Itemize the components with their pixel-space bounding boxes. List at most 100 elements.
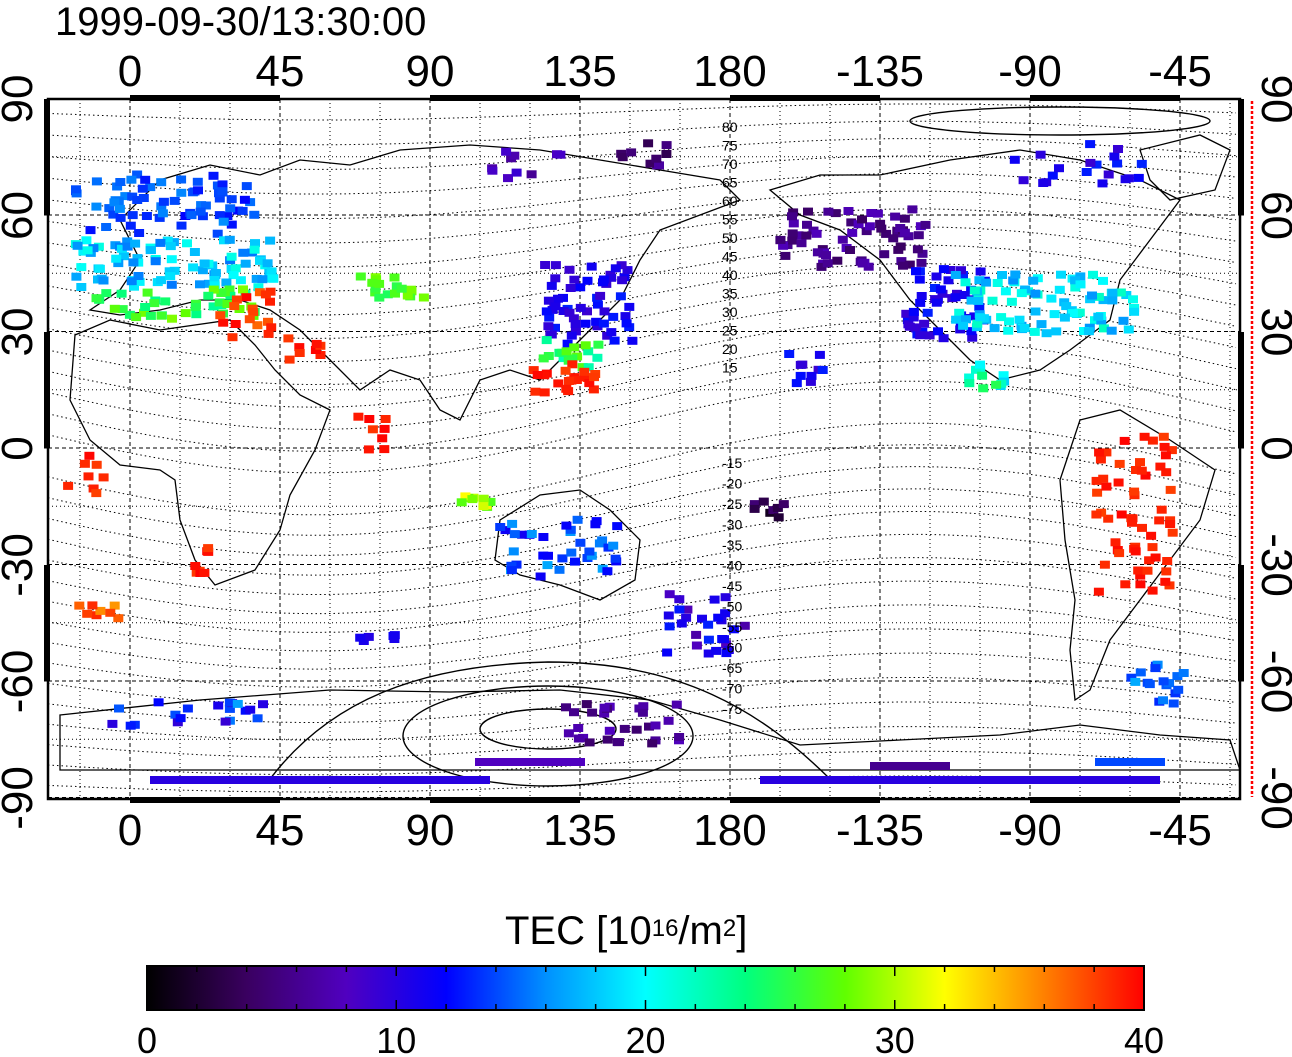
tec-cell	[998, 371, 1009, 380]
tec-cell	[154, 213, 165, 222]
contour-line	[48, 120, 1237, 146]
tec-cell	[126, 277, 137, 286]
tec-cell	[241, 182, 252, 191]
tec-polar-strip	[870, 762, 950, 770]
tec-cell	[935, 285, 946, 294]
tec-cell	[377, 434, 388, 443]
tec-cell	[1009, 155, 1020, 164]
tec-cell	[587, 708, 598, 717]
tec-cell	[517, 530, 528, 539]
tec-cell	[203, 279, 214, 288]
tec-cell	[526, 530, 537, 538]
contour-line	[48, 244, 1237, 316]
tec-cell	[996, 313, 1007, 322]
tec-cell	[1085, 140, 1096, 149]
tec-cell	[997, 271, 1007, 279]
tec-cell	[943, 276, 954, 285]
tec-polar-strip	[1095, 758, 1165, 766]
tec-cell	[606, 273, 617, 282]
tec-cell	[235, 276, 246, 285]
contour-line	[48, 533, 1237, 615]
tec-cell	[1101, 482, 1112, 491]
tec-cell	[262, 259, 273, 268]
tec-cell	[580, 373, 591, 382]
tec-cell	[1049, 310, 1060, 319]
contour-label: 65	[722, 175, 738, 191]
tec-cell	[1150, 553, 1161, 562]
tec-cell	[575, 303, 586, 312]
colorbar-title: TEC [1016/m2]	[505, 908, 747, 954]
tec-cell	[822, 259, 833, 268]
tec-cell	[252, 714, 263, 723]
tec-cell	[595, 291, 606, 300]
tec-cell	[190, 302, 201, 311]
tec-cell	[133, 272, 144, 280]
tec-cell	[74, 601, 85, 610]
tec-cell	[567, 360, 578, 369]
tec-cell	[93, 242, 104, 251]
tec-cell	[806, 371, 817, 380]
tec-cell	[898, 261, 908, 270]
tec-cell	[1155, 462, 1166, 471]
tec-cell	[1106, 326, 1117, 335]
tec-cell	[709, 595, 720, 604]
tec-cell	[158, 197, 169, 206]
map-area	[48, 99, 1240, 799]
tec-cell	[214, 194, 225, 203]
tec-cell	[150, 257, 161, 266]
tec-cell	[663, 611, 674, 620]
tec-cell	[132, 170, 143, 179]
tec-cell	[920, 220, 931, 229]
tec-cell	[674, 605, 685, 614]
tec-cell	[924, 331, 935, 340]
tec-cell	[232, 699, 243, 708]
tec-cell	[284, 355, 295, 364]
tec-cell	[543, 322, 554, 331]
tec-cell	[933, 327, 943, 336]
lat-label-right: 60	[1252, 191, 1292, 240]
lon-label-bottom: 180	[693, 806, 766, 855]
contour-line	[48, 263, 1237, 339]
tec-cell	[402, 291, 413, 300]
tec-cell	[620, 312, 631, 321]
map-frame	[46, 97, 1242, 801]
tec-cell	[608, 312, 619, 321]
tec-cell	[283, 334, 294, 343]
frame-tick-top	[430, 95, 580, 101]
tec-cell	[478, 494, 489, 503]
tec-cell	[837, 235, 848, 244]
tec-cell	[561, 521, 572, 530]
tec-cell	[720, 609, 731, 618]
tec-cell	[563, 377, 574, 385]
tec-cell	[1099, 560, 1110, 569]
tec-cell	[1093, 292, 1104, 301]
tec-cell	[231, 295, 242, 304]
tec-cell	[1067, 309, 1078, 318]
tec-cell	[406, 285, 416, 294]
tec-cell	[1120, 580, 1131, 589]
tec-cell	[1093, 587, 1104, 596]
tec-cell	[703, 620, 714, 629]
tec-cell	[141, 212, 152, 220]
tec-cell	[170, 710, 181, 719]
tec-cell	[216, 289, 227, 297]
tec-cell	[671, 700, 682, 709]
tec-cell	[857, 259, 868, 268]
tec-cell	[81, 236, 92, 245]
lon-label-bottom: -45	[1148, 806, 1212, 855]
tec-cell	[1098, 324, 1109, 333]
tec-cell	[197, 212, 208, 221]
tec-cell	[691, 641, 702, 650]
tec-cell	[645, 159, 656, 168]
tec-cell	[586, 262, 597, 271]
tec-cell	[958, 271, 968, 279]
tec-cell	[241, 293, 252, 302]
lon-label-top: 0	[118, 47, 142, 96]
tec-cell	[1075, 280, 1086, 289]
tec-cell	[637, 708, 648, 717]
tec-cell	[118, 252, 129, 261]
tec-cell	[91, 294, 102, 303]
tec-cell	[112, 182, 123, 191]
tec-cell	[1165, 520, 1176, 528]
contour-line	[48, 173, 1237, 219]
